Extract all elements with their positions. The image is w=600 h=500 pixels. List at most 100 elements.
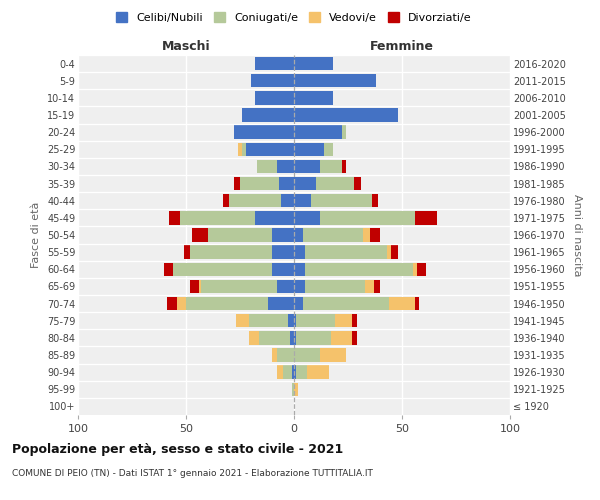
Bar [311,194,372,207]
Bar [296,314,335,328]
Bar [296,366,307,379]
Text: Femmine: Femmine [370,40,434,54]
Bar [363,228,370,241]
Bar [335,314,352,328]
Bar [255,57,294,70]
Text: Popolazione per età, sesso e stato civile - 2021: Popolazione per età, sesso e stato civil… [12,442,343,456]
Bar [305,280,365,293]
Bar [294,348,320,362]
Bar [268,297,294,310]
Bar [294,297,302,310]
Text: COMUNE DI PEIO (TN) - Dati ISTAT 1° gennaio 2021 - Elaborazione TUTTITALIA.IT: COMUNE DI PEIO (TN) - Dati ISTAT 1° genn… [12,468,373,477]
Bar [290,331,294,344]
Bar [179,211,255,224]
Bar [173,262,272,276]
Bar [370,228,380,241]
Bar [415,297,419,310]
Y-axis label: Fasce di età: Fasce di età [31,202,41,268]
Bar [320,348,346,362]
Bar [283,366,292,379]
Bar [324,142,333,156]
Bar [352,331,356,344]
Bar [352,314,356,328]
Bar [236,314,248,328]
Bar [281,194,294,207]
Bar [277,280,294,293]
Bar [242,142,247,156]
Bar [257,160,277,173]
Bar [355,177,361,190]
Bar [294,108,398,122]
Bar [302,228,363,241]
Bar [294,126,341,139]
Legend: Celibi/Nubili, Coniugati/e, Vedovi/e, Divorziati/e: Celibi/Nubili, Coniugati/e, Vedovi/e, Di… [112,8,476,28]
Bar [186,297,268,310]
Bar [193,228,208,241]
Bar [233,126,294,139]
Bar [294,194,311,207]
Bar [251,74,294,88]
Bar [294,262,305,276]
Bar [287,314,294,328]
Y-axis label: Anni di nascita: Anni di nascita [572,194,583,276]
Bar [277,366,283,379]
Text: Maschi: Maschi [161,40,211,54]
Bar [294,91,333,104]
Bar [294,366,296,379]
Bar [365,280,374,293]
Bar [391,246,398,259]
Bar [294,74,376,88]
Bar [167,297,178,310]
Bar [190,280,199,293]
Bar [294,160,320,173]
Bar [178,297,186,310]
Bar [294,314,296,328]
Bar [415,211,437,224]
Bar [389,297,415,310]
Bar [320,211,415,224]
Bar [307,366,329,379]
Bar [277,348,294,362]
Bar [374,280,380,293]
Bar [320,160,341,173]
Bar [294,177,316,190]
Bar [279,177,294,190]
Bar [331,331,352,344]
Bar [233,177,240,190]
Bar [292,366,294,379]
Bar [208,228,272,241]
Bar [294,331,296,344]
Bar [242,108,294,122]
Bar [272,246,294,259]
Bar [372,194,378,207]
Bar [387,246,391,259]
Bar [272,262,294,276]
Bar [305,262,413,276]
Bar [240,177,279,190]
Bar [272,348,277,362]
Bar [238,142,242,156]
Bar [272,228,294,241]
Bar [413,262,417,276]
Bar [292,382,294,396]
Bar [190,246,272,259]
Bar [199,280,201,293]
Bar [255,91,294,104]
Bar [341,126,346,139]
Bar [296,331,331,344]
Bar [259,331,290,344]
Bar [294,57,333,70]
Bar [294,142,324,156]
Bar [294,382,298,396]
Bar [294,211,320,224]
Bar [294,280,305,293]
Bar [417,262,426,276]
Bar [341,160,346,173]
Bar [201,280,277,293]
Bar [169,211,179,224]
Bar [248,314,287,328]
Bar [164,262,173,276]
Bar [302,297,389,310]
Bar [255,211,294,224]
Bar [184,246,190,259]
